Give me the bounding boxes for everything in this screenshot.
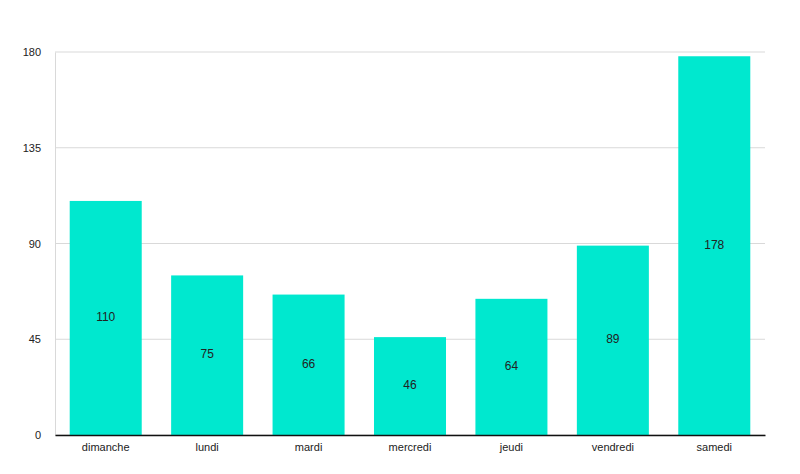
x-tick-label: dimanche [82,441,130,453]
bar [577,246,649,435]
y-tick-label: 90 [29,238,41,250]
data-label: 64 [505,359,519,373]
bar [70,201,142,435]
y-axis-line [55,53,56,436]
bar [678,56,750,435]
x-axis-line [56,435,766,437]
data-labels: 110 75 66 46 64 89 178 [96,238,724,392]
y-tick: 45 [29,333,55,345]
grid-line [55,52,765,53]
y-tick-label: 0 [35,429,41,441]
y-axis: 0 45 90 135 180 [23,46,56,441]
y-tick: 0 [35,429,55,441]
y-tick-label: 180 [23,46,41,58]
bar [273,295,345,435]
x-axis: dimanche lundi mardi mercredi jeudi vendredi s… [56,435,766,453]
data-label: 110 [96,310,115,324]
x-tick: vendredi [592,435,634,453]
bar [374,337,446,435]
bar [171,275,243,435]
x-tick: dimanche [82,435,130,453]
data-label: 46 [403,378,417,392]
data-label: 89 [606,332,620,346]
grid-line [55,243,765,244]
data-label: 75 [200,347,214,361]
x-tick: samedi [697,435,732,453]
x-tick-label: mardi [295,441,323,453]
x-tick: lundi [196,435,219,453]
y-tick: 135 [23,142,55,154]
bar [475,299,547,435]
chart: 0 45 90 135 180 110 75 66 46 64 89 178 dimanche lundi… [0,0,800,474]
grid [55,52,765,435]
y-tick: 180 [23,46,55,58]
y-tick-label: 45 [29,333,41,345]
grid-line [55,147,765,148]
y-tick: 90 [29,238,55,250]
x-tick-label: jeudi [499,441,523,453]
x-tick: jeudi [499,435,523,453]
plot: 0 45 90 135 180 110 75 66 46 64 89 178 dimanche lundi… [23,46,766,453]
data-label: 178 [704,238,724,252]
bars [70,56,751,435]
data-label: 66 [302,357,316,371]
x-tick-label: vendredi [592,441,634,453]
x-tick-label: mercredi [389,441,432,453]
x-tick-label: lundi [196,441,219,453]
x-tick: mercredi [389,435,432,453]
x-tick-label: samedi [697,441,732,453]
y-tick-label: 135 [23,142,41,154]
x-tick: mardi [295,435,323,453]
